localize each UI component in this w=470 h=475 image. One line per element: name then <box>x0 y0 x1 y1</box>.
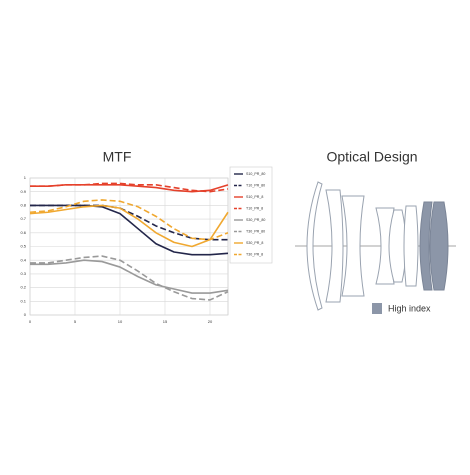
x-tick-label: 0 <box>29 319 32 324</box>
legend-label: High index <box>388 303 431 313</box>
mtf-line <box>29 204 229 248</box>
y-tick-label: 0.5 <box>20 244 26 249</box>
y-tick-label: 0.7 <box>20 216 26 221</box>
legend-swatch <box>372 303 382 314</box>
y-tick-label: 1 <box>24 175 27 180</box>
y-tick-label: 0.8 <box>20 202 26 207</box>
legend-label: S30_PR_80 <box>246 218 265 222</box>
y-tick-label: 0 <box>24 312 27 317</box>
legend-box <box>229 166 273 264</box>
lens <box>403 205 419 287</box>
lens <box>341 195 365 297</box>
y-tick-label: 0.2 <box>20 285 26 290</box>
legend-label: T30_PR_80 <box>246 229 265 233</box>
y-tick-label: 0.1 <box>20 298 26 303</box>
x-tick-label: 20 <box>208 319 213 324</box>
chart-title: MTF <box>103 149 132 165</box>
mtf-line <box>30 182 229 193</box>
legend-label: T30_PR_8 <box>246 252 263 256</box>
mtf-line <box>30 184 229 193</box>
y-tick-label: 0.6 <box>20 230 26 235</box>
high-index-lens <box>429 201 449 291</box>
diagram-title: Optical Design <box>326 149 417 165</box>
legend-label: T10_PR_8 <box>246 206 263 210</box>
y-tick-label: 0.9 <box>20 189 26 194</box>
lens <box>388 209 407 283</box>
legend-label: T10_PR_80 <box>246 183 265 187</box>
legend-label: S30_PR_8 <box>246 241 263 245</box>
lens <box>306 181 323 311</box>
y-tick-label: 0.3 <box>20 271 26 276</box>
x-tick-label: 5 <box>74 319 77 324</box>
mtf-line <box>30 259 229 294</box>
x-tick-label: 10 <box>118 319 123 324</box>
legend-label: S10_PR_80 <box>246 172 265 176</box>
y-tick-label: 0.4 <box>20 257 26 262</box>
mtf-line <box>29 199 229 241</box>
high-index-lens <box>419 201 433 291</box>
lens <box>325 189 344 303</box>
legend-label: S10_PR_8 <box>246 195 263 199</box>
mtf-line <box>30 255 229 301</box>
x-tick-label: 15 <box>163 319 168 324</box>
optical-diagram: Optical Design High index <box>295 149 456 314</box>
